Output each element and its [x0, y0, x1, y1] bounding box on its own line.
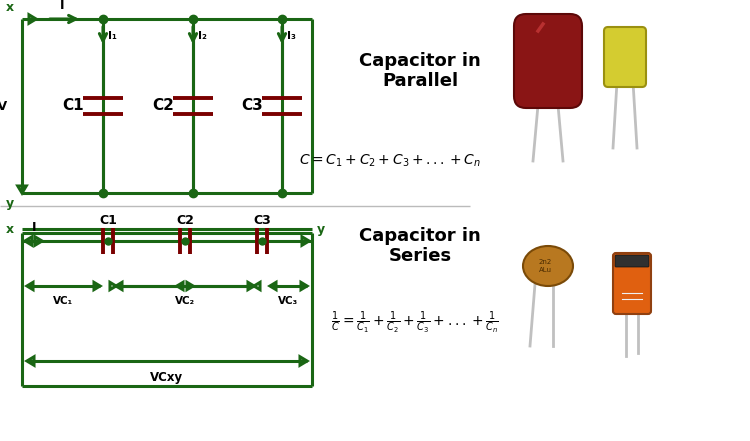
- Text: Capacitor in
Parallel: Capacitor in Parallel: [359, 52, 481, 90]
- Text: y: y: [317, 223, 326, 236]
- Text: x: x: [6, 223, 14, 236]
- Text: C2: C2: [152, 98, 174, 113]
- FancyBboxPatch shape: [613, 253, 651, 314]
- Text: C3: C3: [253, 214, 271, 227]
- Text: $\frac{1}{C} = \frac{1}{C_1} + \frac{1}{C_2} + \frac{1}{C_3} + ... + \frac{1}{C_: $\frac{1}{C} = \frac{1}{C_1} + \frac{1}{…: [331, 310, 499, 336]
- Text: I: I: [32, 221, 36, 234]
- Text: C2: C2: [176, 214, 194, 227]
- Text: C1: C1: [99, 214, 117, 227]
- FancyBboxPatch shape: [604, 27, 646, 87]
- Ellipse shape: [523, 246, 573, 286]
- Text: VC₁: VC₁: [53, 296, 74, 306]
- FancyBboxPatch shape: [514, 14, 582, 108]
- Text: x: x: [6, 1, 14, 14]
- Text: VCxy: VCxy: [151, 371, 184, 384]
- Text: VC₂: VC₂: [175, 296, 195, 306]
- Text: I: I: [60, 0, 64, 12]
- Text: 2n2
ALu: 2n2 ALu: [538, 259, 551, 273]
- Text: $C = C_1 + C_2 + C_3 + ... + C_n$: $C = C_1 + C_2 + C_3 + ... + C_n$: [299, 153, 481, 169]
- Text: I₁: I₁: [108, 31, 117, 41]
- Text: VC₃: VC₃: [278, 296, 298, 306]
- Text: I₃: I₃: [287, 31, 296, 41]
- Text: C3: C3: [242, 98, 262, 113]
- Text: Capacitor in
Series: Capacitor in Series: [359, 227, 481, 265]
- Text: y: y: [6, 197, 14, 210]
- Text: I₂: I₂: [198, 31, 207, 41]
- Text: 12V: 12V: [0, 100, 8, 112]
- FancyBboxPatch shape: [615, 255, 649, 267]
- Text: C1: C1: [62, 98, 84, 113]
